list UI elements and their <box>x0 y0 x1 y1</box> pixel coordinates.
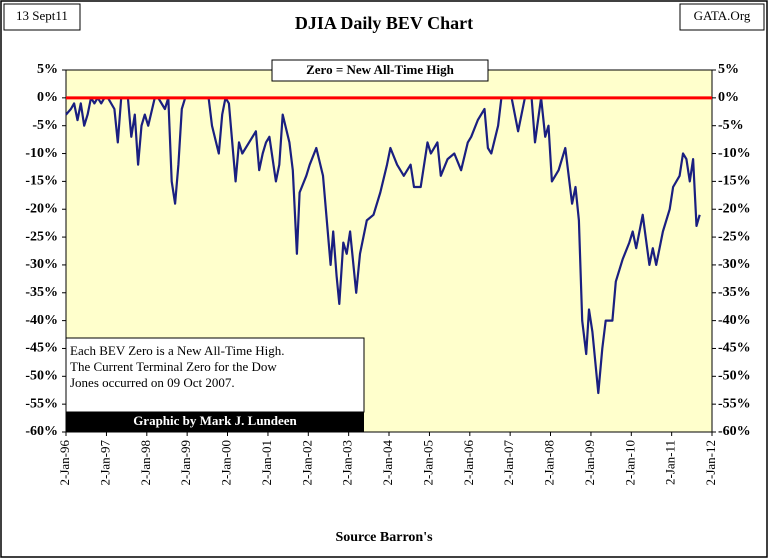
y2-tick-label: -15% <box>718 174 751 189</box>
x-tick-label: 2-Jan-06 <box>461 440 476 486</box>
y2-tick-label: -30% <box>718 257 751 272</box>
note-box <box>65 337 365 413</box>
note-line: The Current Terminal Zero for the Dow <box>70 359 277 374</box>
y-tick-label: -25% <box>25 229 58 244</box>
zero-note-box <box>271 59 489 82</box>
y2-tick-label: 5% <box>718 62 739 77</box>
x-tick-label: 2-Jan-07 <box>501 440 516 486</box>
plot <box>65 96 712 395</box>
x-tick-label: 2-Jan-08 <box>541 440 556 486</box>
y-tick-label: -60% <box>25 424 58 439</box>
credit: Graphic by Mark J. Lundeen <box>133 413 297 428</box>
y2-tick-label: -55% <box>718 396 751 411</box>
x-tick-label: 2-Jan-11 <box>663 440 678 485</box>
x-tick-label: 2-Jan-03 <box>340 440 355 486</box>
x-tick-label: 2-Jan-12 <box>703 440 718 486</box>
x-tick-label: 2-Jan-98 <box>138 440 153 486</box>
x-tick-label: 2-Jan-99 <box>178 440 193 486</box>
y2-tick-label: -25% <box>718 229 751 244</box>
y-tick-label: -10% <box>25 146 58 161</box>
x-tick-label: 2-Jan-05 <box>420 440 435 486</box>
y2-tick-label: -5% <box>718 118 744 133</box>
y-tick-label: -45% <box>25 341 58 356</box>
site-label: GATA.Org <box>694 8 751 23</box>
y-tick-label: 5% <box>37 62 58 77</box>
y2-tick-label: 0% <box>718 90 739 105</box>
y-tick-label: -30% <box>25 257 58 272</box>
y-tick-label: -55% <box>25 396 58 411</box>
x-tick-label: 2-Jan-00 <box>218 440 233 486</box>
y2-tick-label: -20% <box>718 201 751 216</box>
date-box <box>3 3 81 31</box>
x-tick-label: 2-Jan-96 <box>57 440 72 486</box>
site-box <box>679 3 765 31</box>
y2-tick-label: -60% <box>718 424 751 439</box>
x-tick-label: 2-Jan-09 <box>582 440 597 486</box>
x-tick-label: 2-Jan-97 <box>97 440 112 486</box>
zero-note: Zero = New All-Time High <box>306 62 455 77</box>
note-line: Jones occurred on 09 Oct 2007. <box>70 375 235 390</box>
x-tick-label: 2-Jan-10 <box>622 440 637 486</box>
y2-tick-label: -45% <box>718 341 751 356</box>
y-tick-label: -40% <box>25 313 58 328</box>
y-tick-label: -35% <box>25 285 58 300</box>
y-tick-label: -50% <box>25 369 58 384</box>
x-tick-label: 2-Jan-02 <box>299 440 314 486</box>
chart-title: DJIA Daily BEV Chart <box>295 13 473 33</box>
y2-tick-label: -50% <box>718 369 751 384</box>
x-tick-label: 2-Jan-01 <box>259 440 274 486</box>
y-tick-label: -5% <box>32 118 58 133</box>
date-label: 13 Sept11 <box>16 8 68 23</box>
y2-tick-label: -40% <box>718 313 751 328</box>
y2-tick-label: -10% <box>718 146 751 161</box>
y2-tick-label: -35% <box>718 285 751 300</box>
bev-line <box>65 96 701 395</box>
y-tick-label: -20% <box>25 201 58 216</box>
y-tick-label: 0% <box>37 90 58 105</box>
credit-box <box>66 412 364 432</box>
note-line: Each BEV Zero is a New All-Time High. <box>70 343 284 358</box>
y-tick-label: -15% <box>25 174 58 189</box>
x-tick-label: 2-Jan-04 <box>380 440 395 486</box>
source-label: Source Barron's <box>335 530 433 545</box>
